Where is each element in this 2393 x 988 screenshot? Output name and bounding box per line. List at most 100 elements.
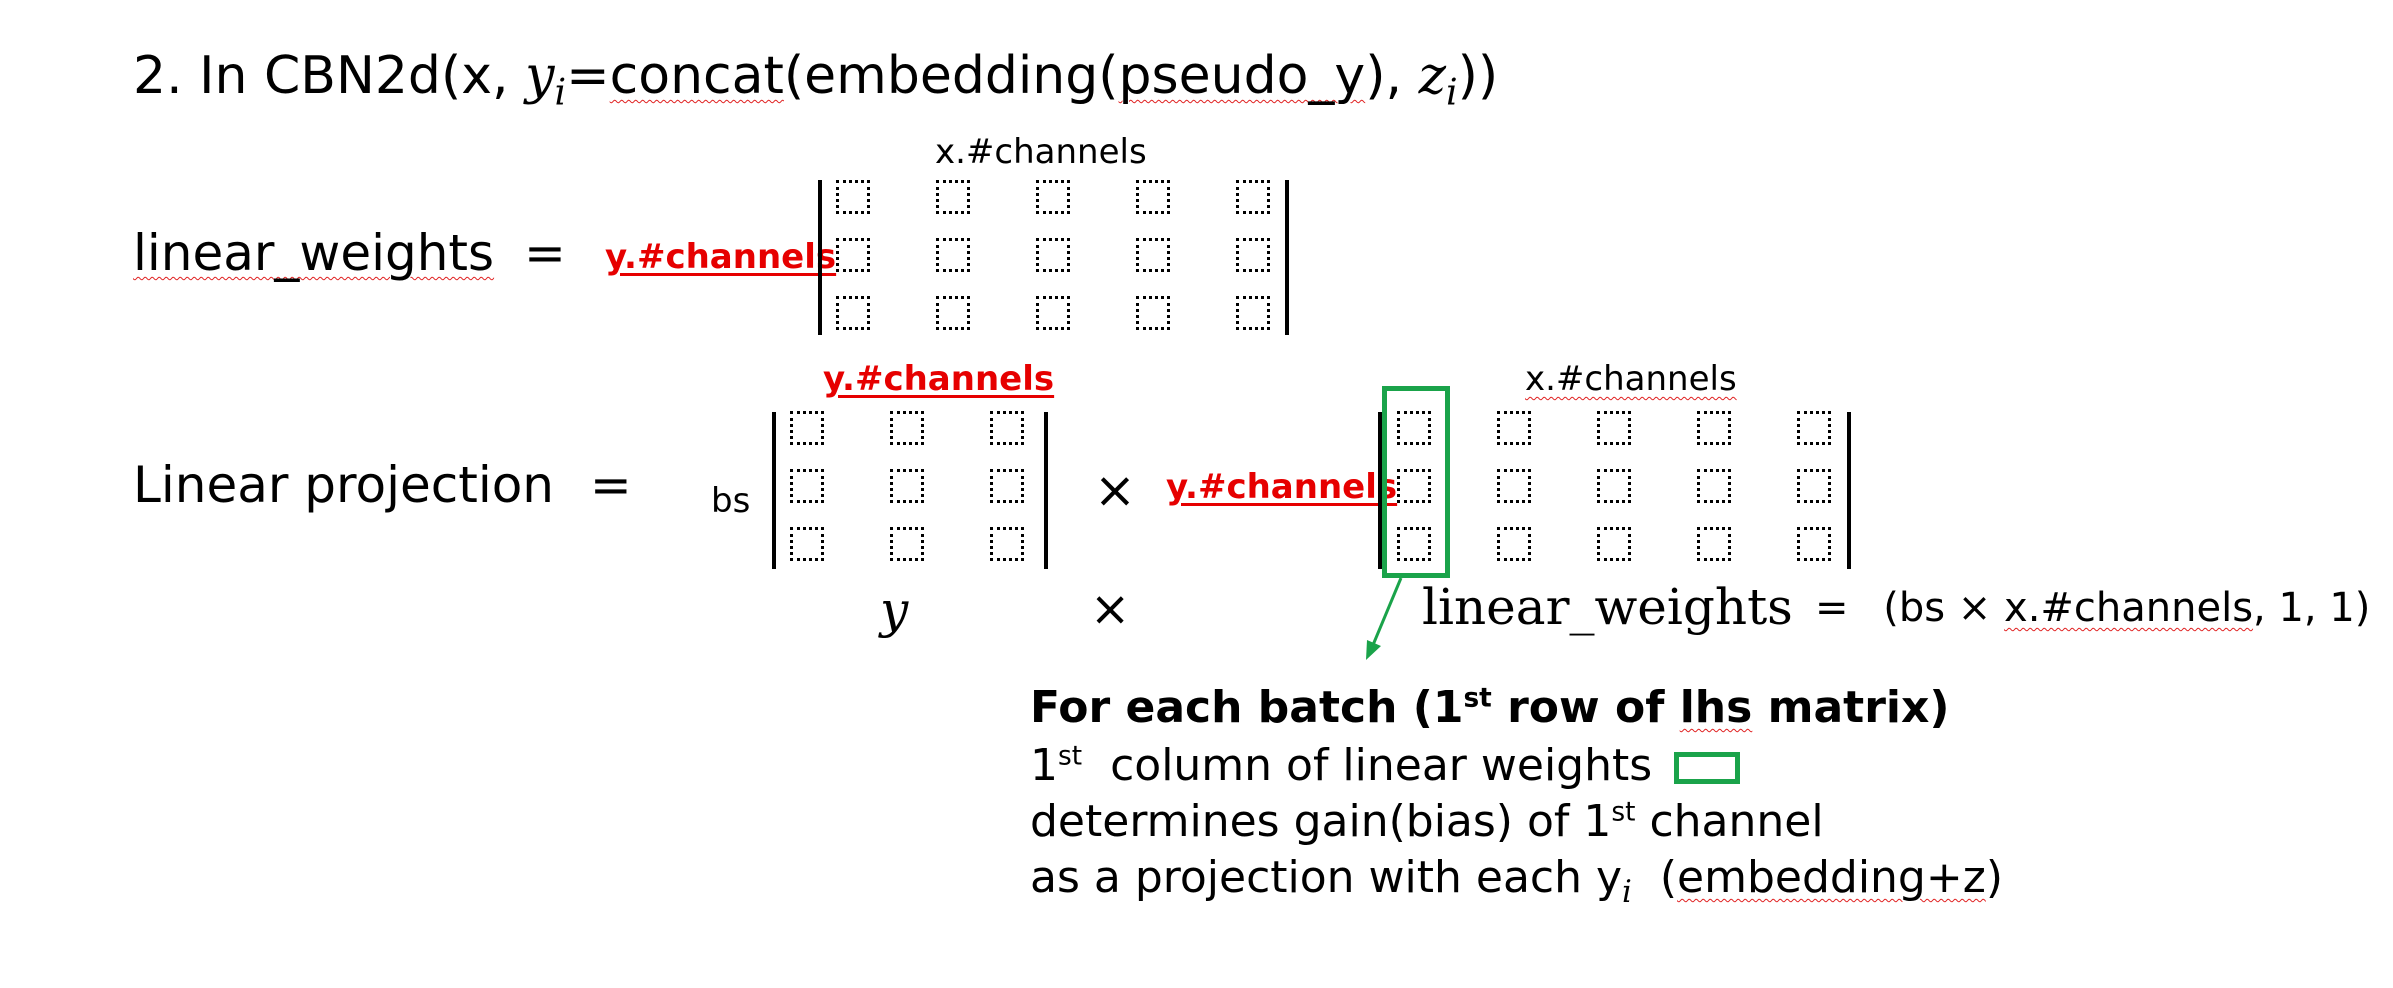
matrix-cell	[890, 469, 924, 503]
matrix-cell	[1697, 527, 1731, 561]
result-text: = (bs × x.#channels, 1, 1)	[1815, 588, 2370, 628]
note-line3-wavy: embedding+z	[1677, 852, 1986, 903]
w-matrix-caption: linear_weights	[1422, 578, 1793, 636]
note-heading-prefix: For each batch (1	[1030, 682, 1464, 733]
note-heading: For each batch (1st row of lhs matrix)	[1030, 685, 1949, 730]
w-matrix-col-label: x.#channels	[1525, 362, 1737, 396]
note-line1-num: 1	[1030, 740, 1058, 791]
title-y-var: y	[525, 46, 555, 106]
page-title: 2. In CBN2d(x, yi=concat(embedding(pseud…	[133, 50, 1498, 110]
matrix-cell	[990, 527, 1024, 561]
note-line1-text: column of linear weights	[1082, 740, 1653, 791]
matrix-cell	[936, 238, 970, 272]
matrix-cell	[1497, 469, 1531, 503]
result-underlined: x.#channels	[2004, 585, 2254, 631]
note-line1-sup: st	[1058, 740, 1083, 772]
matrix-cell	[936, 296, 970, 330]
matrix-cell	[1136, 180, 1170, 214]
times-symbol-below: ×	[1090, 581, 1131, 637]
y-matrix-left-bracket	[772, 412, 784, 569]
note-heading-sup: st	[1463, 682, 1492, 714]
matrix-cell	[1397, 527, 1431, 561]
result-eq: =	[1815, 585, 1849, 631]
matrix-cell	[790, 527, 824, 561]
matrix-cell	[1397, 469, 1431, 503]
note-line1: 1st column of linear weights	[1030, 743, 1741, 788]
y-matrix-row-label: bs	[711, 481, 751, 521]
title-y-sub: i	[554, 70, 567, 114]
title-mid: ),	[1365, 46, 1419, 106]
matrix-cell	[990, 411, 1024, 445]
matrix-cell	[1036, 296, 1070, 330]
title-eq: =	[566, 46, 610, 106]
matrix-cell	[1136, 296, 1170, 330]
result-suffix: , 1, 1)	[2253, 585, 2371, 631]
w-matrix-left-bracket	[1378, 412, 1390, 569]
weights-row-label: y.#channels	[605, 240, 836, 274]
matrix-cell	[1036, 180, 1070, 214]
note-heading-suffix: matrix)	[1752, 682, 1950, 733]
matrix-cell	[1797, 469, 1831, 503]
weights-label-eq: =	[523, 224, 566, 282]
projection-label-eq: =	[589, 456, 632, 514]
note-highlight-swatch	[1674, 752, 1741, 784]
note-line2-prefix: determines gain(bias) of 1	[1030, 796, 1612, 847]
projection-label: Linear projection =	[133, 460, 632, 510]
y-matrix-caption: y	[880, 581, 909, 639]
matrix-cell	[1597, 411, 1631, 445]
matrix-cell	[1236, 180, 1270, 214]
matrix-cell	[836, 296, 870, 330]
result-prefix: (bs ×	[1883, 585, 2005, 631]
w-matrix-row-label: y.#channels	[1166, 470, 1397, 504]
matrix-cell	[836, 180, 870, 214]
note-line3-prefix: as a projection with each y	[1030, 852, 1623, 903]
matrix-cell	[890, 411, 924, 445]
times-symbol: ×	[1094, 461, 1136, 519]
w-matrix-right-bracket	[1839, 412, 1851, 569]
matrix-cell	[890, 527, 924, 561]
matrix-cell	[1236, 238, 1270, 272]
matrix-cell	[1597, 527, 1631, 561]
title-z-sub: i	[1445, 70, 1458, 114]
note-line2-suffix: channel	[1635, 796, 1824, 847]
matrix-cell	[1397, 411, 1431, 445]
matrix-cell	[1136, 238, 1170, 272]
weights-matrix-right-bracket	[1277, 180, 1289, 335]
w-matrix-col-label-text: x.#channels	[1525, 359, 1737, 399]
y-matrix-col-label: y.#channels	[823, 362, 1054, 396]
matrix-cell	[1797, 527, 1831, 561]
matrix-cell	[1497, 527, 1531, 561]
y-matrix-right-bracket	[1036, 412, 1048, 569]
note-heading-mid: row of	[1491, 682, 1680, 733]
matrix-cell	[1697, 411, 1731, 445]
title-prefix: 2. In CBN2d(x,	[133, 46, 526, 106]
matrix-cell	[790, 469, 824, 503]
weights-matrix-left-bracket	[818, 180, 830, 335]
note-line3-close: )	[1985, 852, 2003, 903]
weights-row-label-text: y.#channels	[605, 237, 837, 277]
matrix-cell	[990, 469, 1024, 503]
weights-col-label: x.#channels	[935, 132, 1147, 172]
title-z-var: z	[1418, 46, 1446, 106]
matrix-cell	[1497, 411, 1531, 445]
y-matrix-col-label-text: y.#channels	[823, 359, 1055, 399]
note-line3: as a projection with each yi (embedding+…	[1030, 856, 2003, 908]
matrix-cell	[1597, 469, 1631, 503]
first-column-highlight	[1382, 386, 1450, 578]
projection-label-text: Linear projection	[133, 456, 554, 514]
note-line3-open: (	[1631, 852, 1678, 903]
matrix-cell	[1797, 411, 1831, 445]
weights-label-text: linear_weights	[133, 224, 495, 282]
title-close: ))	[1457, 46, 1499, 106]
title-concat: concat	[609, 46, 784, 106]
note-line2-sup: st	[1611, 796, 1636, 828]
matrix-cell	[836, 238, 870, 272]
matrix-cell	[790, 411, 824, 445]
matrix-cell	[1036, 238, 1070, 272]
title-open: (embedding(	[783, 46, 1119, 106]
note-line2: determines gain(bias) of 1st channel	[1030, 799, 1824, 844]
w-matrix-row-label-text: y.#channels	[1166, 467, 1398, 507]
note-heading-lhs: lhs	[1679, 682, 1753, 733]
matrix-cell	[1697, 469, 1731, 503]
matrix-cell	[936, 180, 970, 214]
